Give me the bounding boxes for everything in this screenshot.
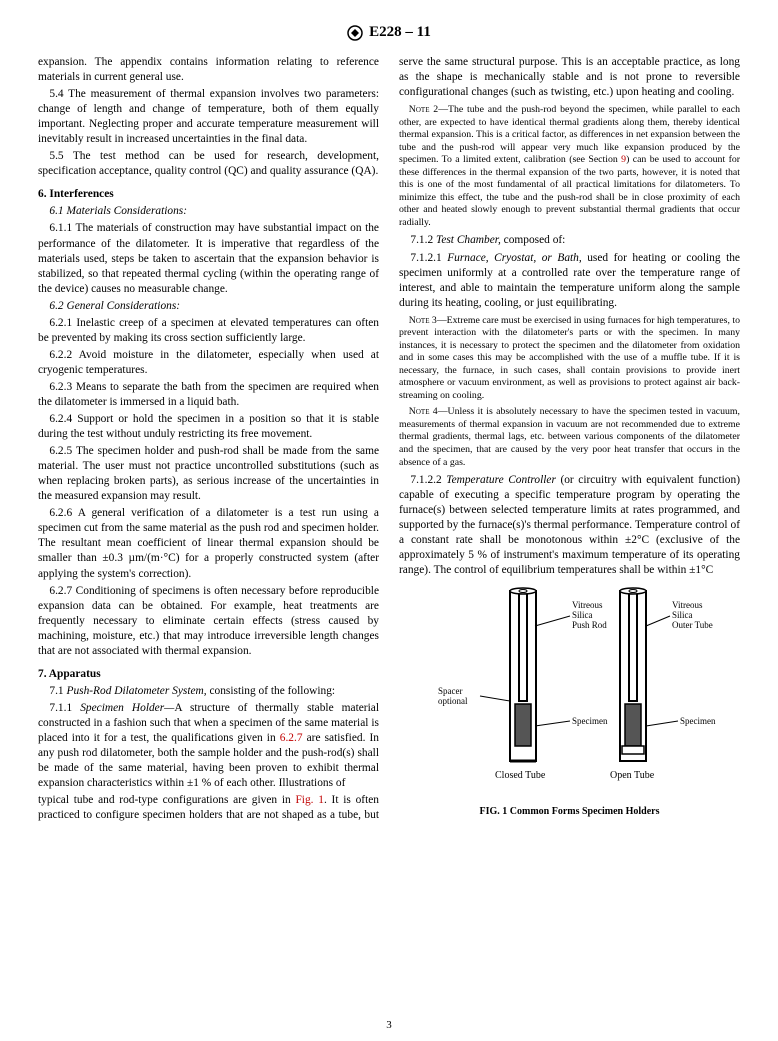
paragraph: expansion. The appendix contains informa… — [38, 55, 379, 85]
fig-label: optional — [438, 696, 468, 706]
fig-label: Outer Tube — [672, 620, 713, 630]
note-label: Note 3— — [409, 315, 447, 326]
note-label: Note 2— — [409, 104, 448, 115]
paragraph: 7.1.2.1 Furnace, Cryostat, or Bath, used… — [399, 251, 740, 311]
figure-caption: FIG. 1 Common Forms Specimen Holders — [399, 805, 740, 818]
fig-label: Spacer — [438, 686, 463, 696]
num-text: 7.1.1 — [49, 702, 80, 714]
tail-text: (or circuitry with equivalent function) … — [399, 474, 740, 576]
page-container: E228 – 11 expansion. The appendix contai… — [0, 0, 778, 1041]
note: Note 2—The tube and the push-rod beyond … — [399, 104, 740, 229]
body-columns: expansion. The appendix contains informa… — [38, 55, 740, 823]
paragraph: 6.2.6 A general verification of a dilato… — [38, 506, 379, 581]
fig-label: Closed Tube — [495, 770, 546, 781]
fig-label: Specimen — [680, 716, 716, 726]
paragraph: 7.1 Push-Rod Dilatometer System, consist… — [38, 684, 379, 699]
paragraph: 6.1.1 The materials of construction may … — [38, 221, 379, 296]
astm-logo-icon — [347, 25, 363, 41]
fig-label: Specimen — [572, 716, 608, 726]
page-number: 3 — [0, 1019, 778, 1031]
fig-label: Vitreous — [572, 600, 603, 610]
num-text: 7.1 — [49, 685, 66, 697]
italic-term: Temperature Controller — [446, 474, 556, 486]
paragraph: 6.2.3 Means to separate the bath from th… — [38, 380, 379, 410]
paragraph: 5.4 The measurement of thermal expansion… — [38, 87, 379, 147]
text-a: typical tube and rod-type configurations… — [38, 794, 295, 806]
paragraph: 6.2.1 Inelastic creep of a specimen at e… — [38, 316, 379, 346]
note: Note 4—Unless it is absolutely necessary… — [399, 406, 740, 469]
note-label: Note 4— — [409, 406, 448, 417]
num-text: 7.1.2 — [410, 234, 436, 246]
fig-label: Silica — [572, 610, 593, 620]
sub-heading: 6.1 Materials Considerations: — [38, 204, 379, 219]
note-text-b: ) can be used to account for these diffe… — [399, 154, 740, 228]
paragraph: 6.2.5 The specimen holder and push-rod s… — [38, 444, 379, 504]
cross-ref: 6.2.7 — [280, 732, 303, 744]
cross-ref: Fig. 1 — [295, 794, 323, 806]
italic-term: Push-Rod Dilatometer System, — [66, 685, 206, 697]
fig-label: Vitreous — [672, 600, 703, 610]
holder-diagram-icon: Vitreous Silica Push Rod Vitreous Silica… — [410, 586, 730, 796]
paragraph: 7.1.2 Test Chamber, composed of: — [399, 233, 740, 248]
tail-text: composed of: — [501, 234, 566, 246]
page-header: E228 – 11 — [38, 24, 740, 41]
fig-label: Silica — [672, 610, 693, 620]
paragraph: 6.2.2 Avoid moisture in the dilatometer,… — [38, 348, 379, 378]
designation-text: E228 – 11 — [369, 24, 431, 41]
note-text: Unless it is absolutely necessary to hav… — [399, 406, 740, 467]
figure-block: Vitreous Silica Push Rod Vitreous Silica… — [399, 586, 740, 818]
italic-term: Specimen Holder— — [80, 702, 174, 714]
section-heading: 6. Interferences — [38, 187, 379, 202]
paragraph: 7.1.1 Specimen Holder—A structure of the… — [38, 701, 379, 791]
note: Note 3—Extreme care must be exercised in… — [399, 315, 740, 403]
section-heading: 7. Apparatus — [38, 667, 379, 682]
italic-term: Test Chamber, — [436, 234, 501, 246]
num-text: 7.1.2.2 — [410, 474, 446, 486]
paragraph: 6.2.7 Conditioning of specimens is often… — [38, 584, 379, 659]
num-text: 7.1.2.1 — [410, 252, 447, 264]
italic-term: Furnace, Cryostat, or Bath, — [447, 252, 582, 264]
fig-label: Open Tube — [610, 770, 655, 781]
paragraph: 5.5 The test method can be used for rese… — [38, 149, 379, 179]
paragraph: 7.1.2.2 Temperature Controller (or circu… — [399, 473, 740, 578]
note-text: Extreme care must be exercised in using … — [399, 315, 740, 401]
tail-text: consisting of the following: — [207, 685, 335, 697]
fig-label: Push Rod — [572, 620, 607, 630]
paragraph: 6.2.4 Support or hold the specimen in a … — [38, 412, 379, 442]
sub-heading: 6.2 General Considerations: — [38, 299, 379, 314]
